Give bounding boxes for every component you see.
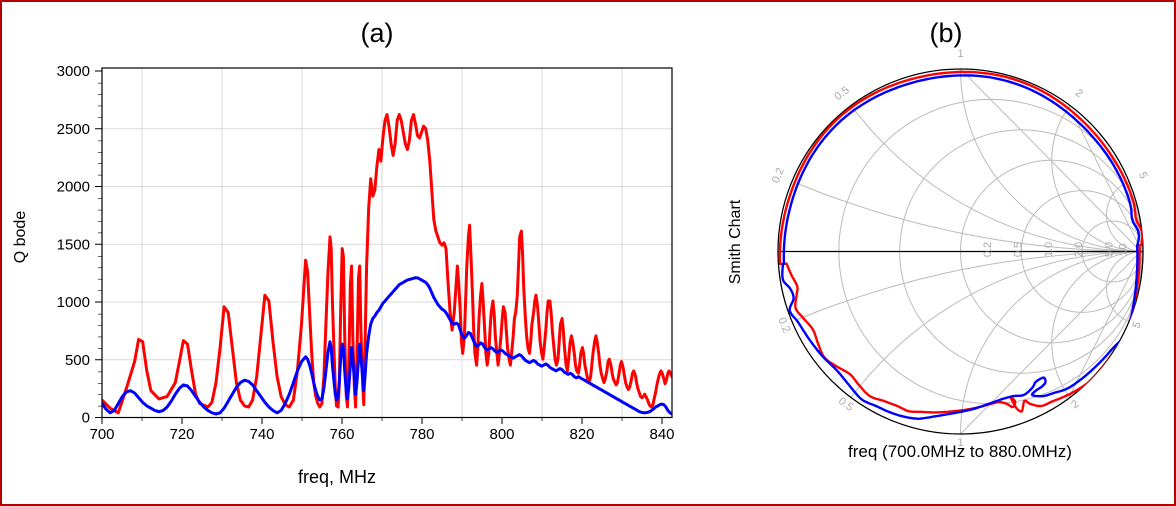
svg-text:0.5: 0.5 — [1012, 242, 1024, 257]
svg-text:1: 1 — [957, 48, 963, 60]
svg-text:0.2: 0.2 — [775, 316, 792, 335]
svg-text:1: 1 — [957, 437, 963, 449]
svg-text:5: 5 — [1130, 320, 1143, 330]
svg-text:5: 5 — [1136, 170, 1149, 180]
svg-text:5.0: 5.0 — [1104, 242, 1116, 257]
svg-text:10: 10 — [1117, 243, 1129, 255]
svg-text:2: 2 — [1069, 398, 1081, 411]
svg-text:2.0: 2.0 — [1073, 242, 1085, 257]
svg-text:0.5: 0.5 — [832, 84, 851, 103]
svg-text:0.2: 0.2 — [982, 242, 994, 257]
svg-text:2: 2 — [1073, 87, 1085, 100]
svg-text:1.0: 1.0 — [1043, 242, 1055, 257]
svg-text:0.2: 0.2 — [770, 166, 787, 185]
